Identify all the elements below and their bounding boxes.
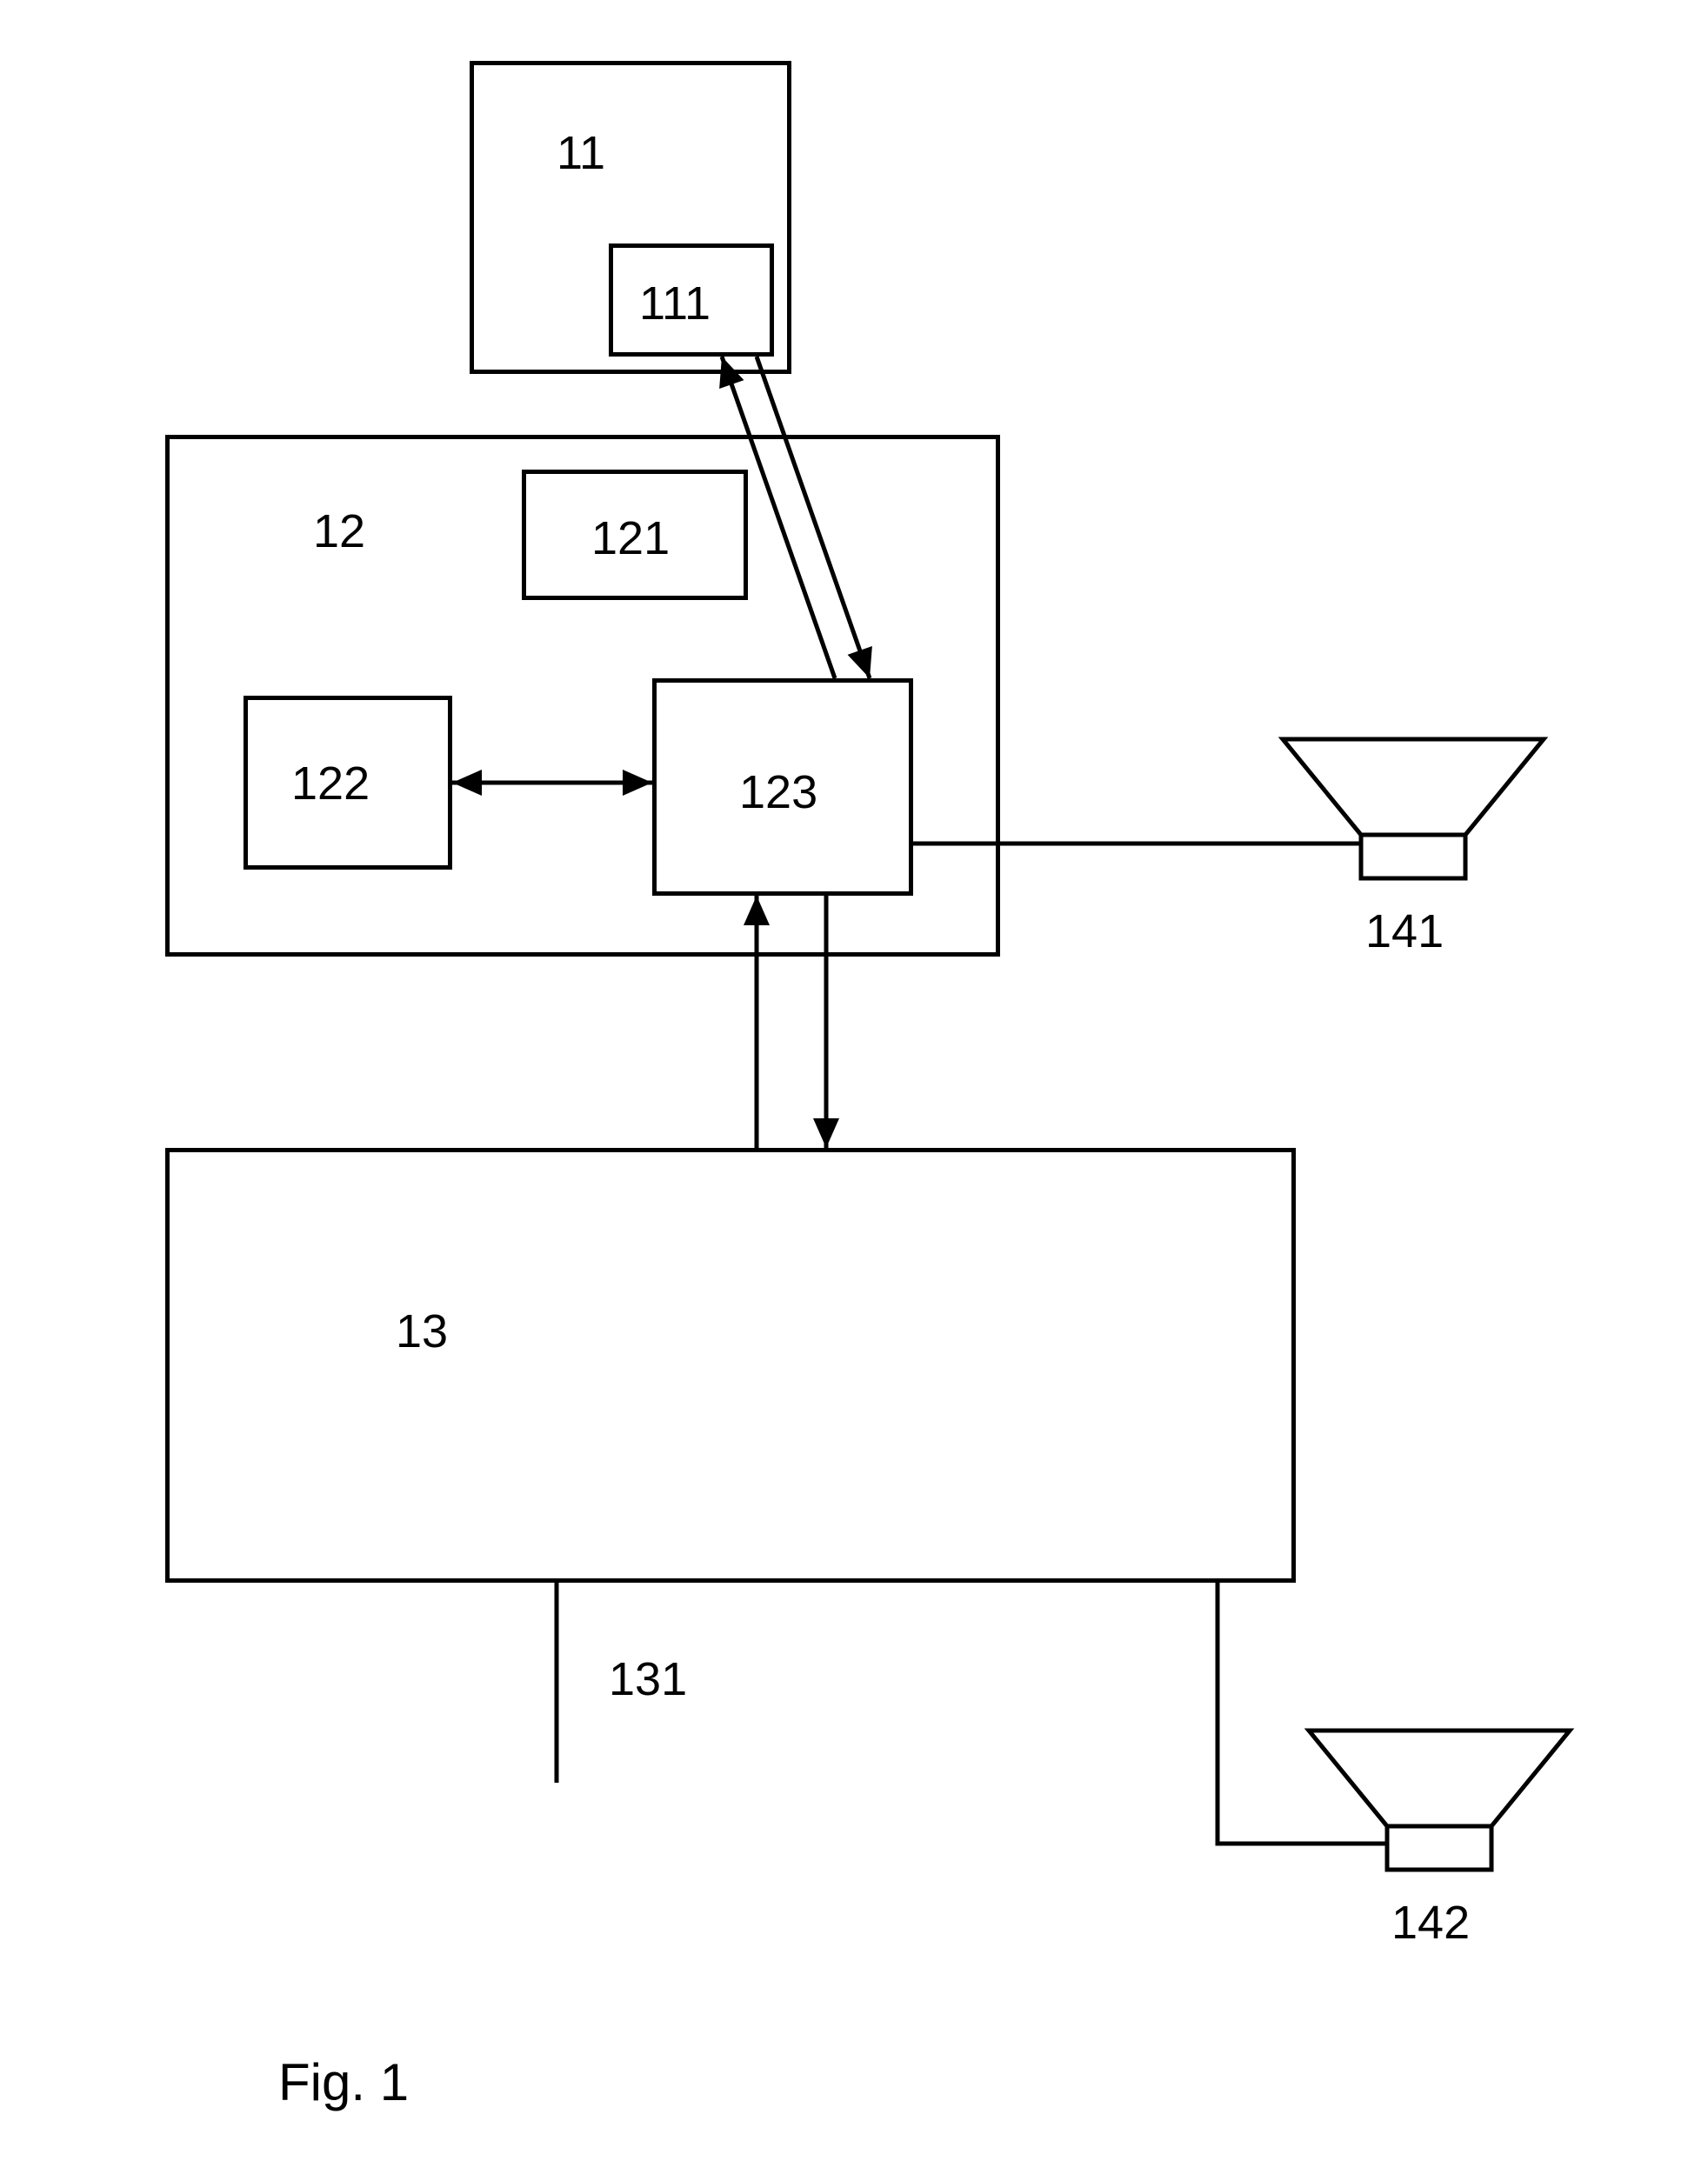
speaker-icon-142-base xyxy=(1387,1826,1491,1870)
connector-layer xyxy=(0,0,1708,2181)
speaker-icon-142-cone xyxy=(1309,1731,1570,1826)
edge-e111_123_b xyxy=(757,357,870,678)
speaker-icon-141-cone xyxy=(1283,739,1544,835)
speaker-icon-141-base xyxy=(1361,835,1465,878)
edge-e13_s142 xyxy=(1218,1583,1387,1844)
edge-e111_123_a xyxy=(722,357,835,678)
diagram-stage: 11 111 12 121 122 123 13 131 141 142 Fig… xyxy=(0,0,1708,2181)
